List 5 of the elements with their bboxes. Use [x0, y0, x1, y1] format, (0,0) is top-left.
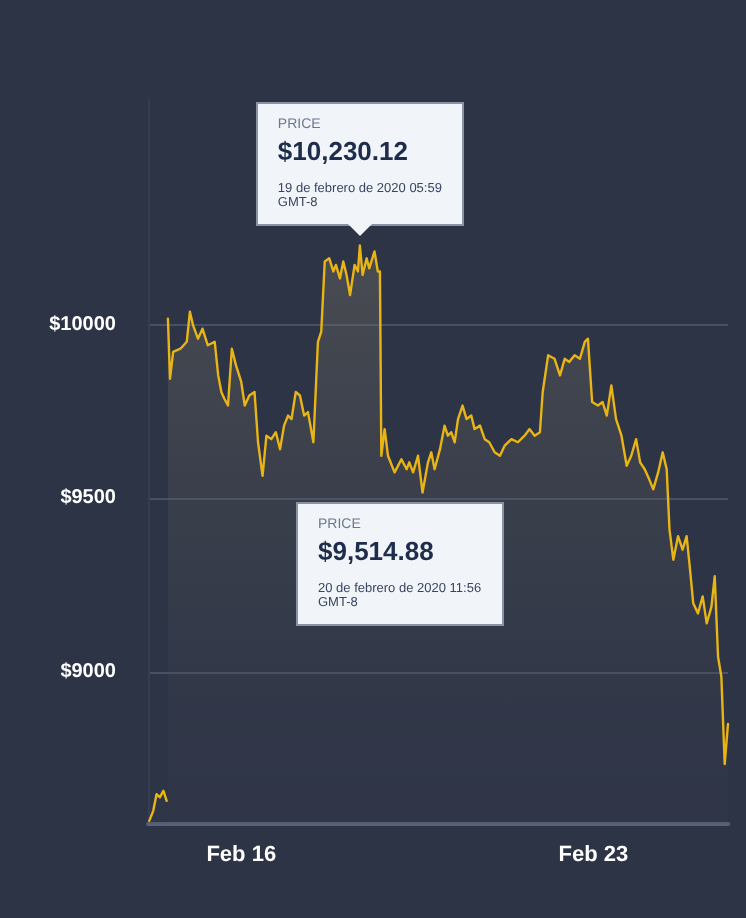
- x-tick-label: Feb 16: [206, 843, 277, 867]
- y-tick-label: $9500: [60, 487, 117, 510]
- y-tick-label: $10000: [49, 314, 117, 337]
- x-tick-label: Feb 23: [558, 843, 629, 867]
- y-tick-label: $9000: [60, 660, 117, 683]
